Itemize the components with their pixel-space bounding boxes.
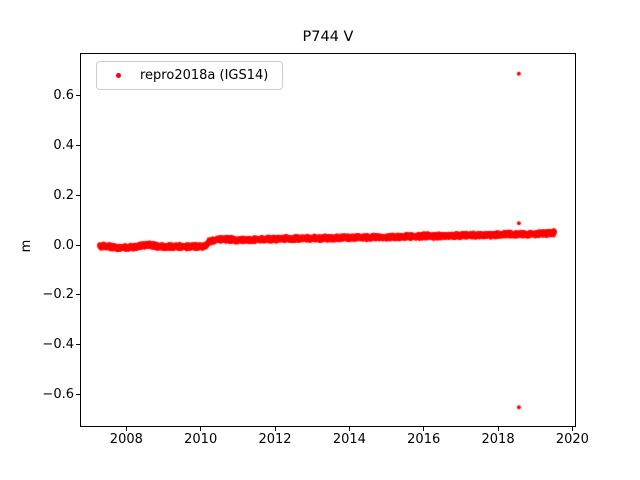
x-tick-mark <box>125 427 127 431</box>
y-tick-mark <box>76 343 80 345</box>
y-tick-label: 0.4 <box>53 138 74 154</box>
y-tick-label: −0.6 <box>42 386 74 402</box>
x-tick-label: 2010 <box>184 432 218 447</box>
y-tick-mark <box>76 145 80 147</box>
x-tick-mark <box>423 427 425 431</box>
y-tick-mark <box>76 194 80 196</box>
x-tick-mark <box>200 427 202 431</box>
x-tick-mark <box>274 427 276 431</box>
y-tick-mark <box>76 393 80 395</box>
y-tick-label: 0.2 <box>53 187 74 203</box>
y-tick-label: −0.4 <box>42 336 74 352</box>
plot-area <box>80 53 576 427</box>
y-tick-label: 0.6 <box>53 88 74 104</box>
x-tick-label: 2018 <box>481 432 515 447</box>
legend-label: repro2018a (IGS14) <box>140 68 269 83</box>
x-tick-mark <box>497 427 499 431</box>
y-tick-mark <box>76 95 80 97</box>
x-tick-mark <box>348 427 350 431</box>
plot-title: P744 V <box>302 29 354 45</box>
scatter-points-canvas <box>81 54 575 426</box>
y-tick-mark <box>76 244 80 246</box>
x-tick-label: 2012 <box>258 432 292 447</box>
x-tick-label: 2008 <box>109 432 143 447</box>
x-tick-mark <box>571 427 573 431</box>
x-tick-label: 2016 <box>407 432 441 447</box>
y-tick-label: −0.2 <box>42 287 74 303</box>
legend-dot-marker-icon <box>116 73 121 78</box>
legend: repro2018a (IGS14) <box>96 61 283 90</box>
y-tick-mark <box>76 294 80 296</box>
x-tick-label: 2014 <box>332 432 366 447</box>
x-tick-label: 2020 <box>555 432 589 447</box>
y-tick-label: 0.0 <box>53 237 74 253</box>
